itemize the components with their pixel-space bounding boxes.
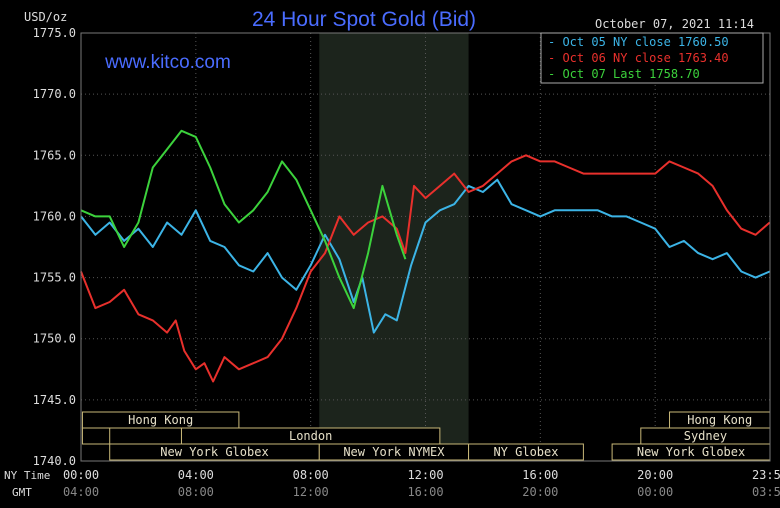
legend-entry-oct07: - Oct 07 Last 1758.70 bbox=[548, 67, 700, 81]
y-tick-label: 1740.0 bbox=[33, 454, 76, 468]
chart-title: 24 Hour Spot Gold (Bid) bbox=[252, 8, 476, 31]
session-label: New York NYMEX bbox=[343, 445, 445, 459]
y-axis: 1740.0 1745.0 1750.0 1755.0 1760.0 1765.0 1770… bbox=[33, 26, 76, 468]
plot-frame bbox=[80, 32, 771, 462]
x-tick-label-ny: 08:00 bbox=[293, 468, 329, 482]
legend-box bbox=[540, 32, 764, 84]
highlight-band bbox=[319, 33, 469, 461]
x-tick-label-gmt: 08:00 bbox=[178, 485, 214, 499]
session-box bbox=[81, 411, 240, 429]
y-tick-label: 1775.0 bbox=[33, 26, 76, 40]
session-label: NY Globex bbox=[493, 445, 558, 459]
x-tick-label-ny: 00:00 bbox=[63, 468, 99, 482]
y-tick-label: 1770.0 bbox=[33, 87, 76, 101]
session-label: London bbox=[289, 429, 332, 443]
x-tick-label-gmt: 04:00 bbox=[63, 485, 99, 499]
market-sessions: Hong Kong Hong Kong London Sydney New York G… bbox=[81, 411, 771, 461]
series-lines bbox=[80, 129, 771, 383]
x-tick-label-gmt: 00:00 bbox=[637, 485, 673, 499]
x-tick-label-gmt: 20:00 bbox=[522, 485, 558, 499]
session-box bbox=[81, 427, 111, 445]
y-tick-label: 1755.0 bbox=[33, 271, 76, 285]
chart-datetime: October 07, 2021 11:14 bbox=[595, 17, 754, 31]
y-tick-label: 1765.0 bbox=[33, 148, 76, 162]
x-tick-label-ny: 23:59 bbox=[752, 468, 780, 482]
session-label: New York Globex bbox=[637, 445, 745, 459]
x-tick-label-ny: 12:00 bbox=[407, 468, 443, 482]
x-tick-label-gmt: 03:59 bbox=[752, 485, 780, 499]
session-label: Hong Kong bbox=[687, 413, 752, 427]
session-label: Sydney bbox=[684, 429, 727, 443]
x-tick-label-gmt: 12:00 bbox=[293, 485, 329, 499]
y-tick-label: 1750.0 bbox=[33, 332, 76, 346]
y-tick-label: 1760.0 bbox=[33, 209, 76, 223]
y-tick-label: 1745.0 bbox=[33, 393, 76, 407]
ny-time-label: NY Time bbox=[4, 469, 50, 482]
gmt-label: GMT bbox=[12, 486, 32, 499]
y-axis-unit: USD/oz bbox=[24, 10, 67, 24]
x-tick-label-ny: 04:00 bbox=[178, 468, 214, 482]
x-tick-label-ny: 16:00 bbox=[522, 468, 558, 482]
x-tick-label-gmt: 16:00 bbox=[407, 485, 443, 499]
watermark: www.kitco.com bbox=[104, 52, 231, 73]
session-label: New York Globex bbox=[160, 445, 268, 459]
session-label: Hong Kong bbox=[128, 413, 193, 427]
series-line-0 bbox=[80, 178, 771, 334]
session-box bbox=[468, 443, 584, 461]
legend: - Oct 05 NY close 1760.50 - Oct 06 NY cl… bbox=[540, 32, 764, 84]
series-line-1 bbox=[80, 154, 771, 383]
legend-entry-oct06: - Oct 06 NY close 1763.40 bbox=[548, 51, 729, 65]
series-line-2 bbox=[80, 129, 407, 310]
nymex-band bbox=[319, 33, 469, 461]
x-axis: 00:00 04:00 08:00 12:00 16:00 20:00 23:59 04:00… bbox=[63, 468, 780, 499]
x-tick-label-ny: 20:00 bbox=[637, 468, 673, 482]
legend-entry-oct05: - Oct 05 NY close 1760.50 bbox=[548, 35, 729, 49]
